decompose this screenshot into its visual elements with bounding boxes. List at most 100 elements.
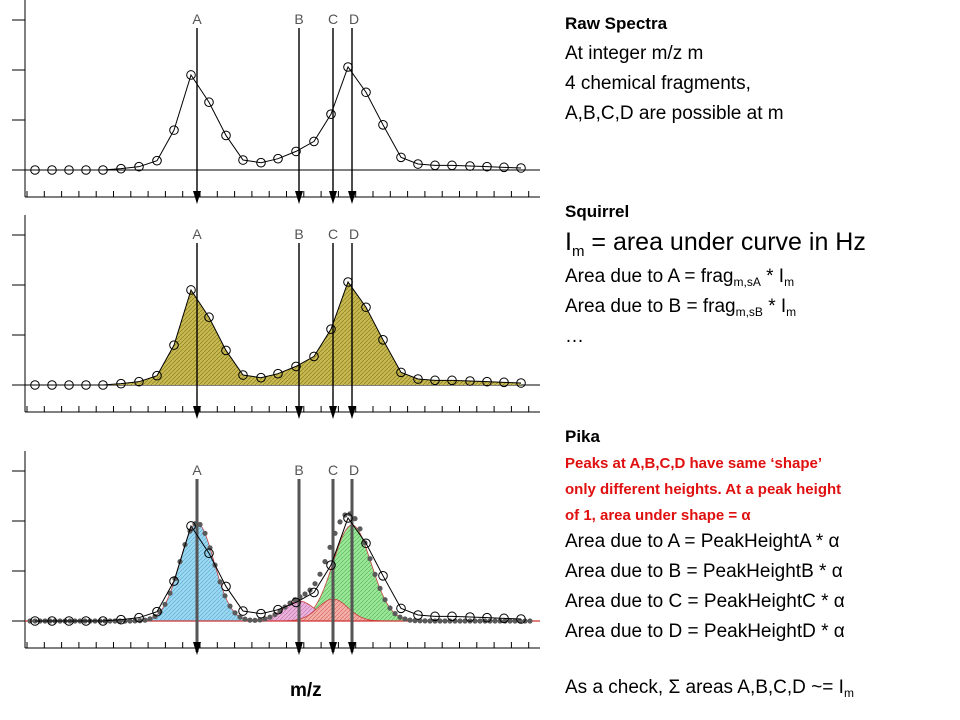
data-point xyxy=(499,613,509,624)
fit-point xyxy=(167,590,173,596)
data-point xyxy=(309,351,319,362)
fit-point xyxy=(377,585,383,592)
data-point xyxy=(447,375,457,386)
peak-label-b: B xyxy=(294,462,303,478)
data-point xyxy=(81,616,91,626)
fit-point xyxy=(142,617,148,623)
data-point xyxy=(273,368,283,379)
peak-label-d: D xyxy=(349,226,359,242)
data-point xyxy=(396,152,406,163)
fit-point xyxy=(437,618,443,624)
data-point xyxy=(516,163,526,173)
pika-note-2: only different heights. At a peak height xyxy=(565,481,842,498)
data-point xyxy=(64,616,74,626)
data-point xyxy=(98,380,108,390)
squirrel-title: Squirrel xyxy=(565,202,630,221)
data-point xyxy=(98,165,108,175)
pika-note-3: of 1, area under shape = α xyxy=(565,507,751,524)
data-point xyxy=(482,376,492,387)
fit-point xyxy=(227,603,233,609)
fit-point xyxy=(327,544,333,550)
data-point xyxy=(64,380,74,390)
data-point xyxy=(482,612,492,623)
fit-point xyxy=(337,519,343,525)
data-point xyxy=(169,576,179,586)
data-point xyxy=(30,616,40,626)
data-point xyxy=(256,608,266,619)
raw-line-3: A,B,C,D are possible at m xyxy=(565,103,784,124)
fit-point xyxy=(272,611,278,618)
data-point xyxy=(47,380,57,390)
fit-point xyxy=(352,516,358,522)
fit-point xyxy=(372,571,378,578)
fit-point xyxy=(317,571,323,577)
data-point xyxy=(273,153,283,164)
fit-point xyxy=(427,618,433,624)
data-point xyxy=(47,616,57,626)
data-point xyxy=(30,165,40,175)
data-point xyxy=(343,277,353,287)
data-point xyxy=(81,165,91,175)
data-point xyxy=(499,377,509,388)
fit-point xyxy=(382,597,388,603)
fit-point xyxy=(527,618,533,624)
fit-point xyxy=(132,618,138,624)
fit-point xyxy=(252,617,258,623)
arrow-head xyxy=(193,642,201,655)
fit-point xyxy=(147,616,153,622)
data-point xyxy=(81,380,91,390)
pika-area-d: Area due to D = PeakHeightD * α xyxy=(565,621,845,642)
data-point xyxy=(430,611,440,622)
data-point xyxy=(361,302,371,313)
peak-label-b: B xyxy=(294,11,303,27)
data-point xyxy=(447,611,457,622)
data-point xyxy=(47,165,57,175)
data-point xyxy=(291,361,301,372)
fit-point xyxy=(367,556,373,562)
fit-point xyxy=(202,530,208,536)
data-point xyxy=(326,109,336,119)
arrow-head xyxy=(329,642,337,655)
fit-point xyxy=(217,579,223,585)
fit-point xyxy=(492,618,498,624)
data-point xyxy=(221,345,231,356)
peak-label-b: B xyxy=(294,226,303,242)
data-point xyxy=(499,162,509,173)
data-point xyxy=(238,370,248,380)
fit-point xyxy=(242,616,248,622)
data-point xyxy=(204,97,214,108)
data-point xyxy=(152,370,162,381)
data-point xyxy=(116,378,126,389)
peak-label-c: C xyxy=(328,11,338,27)
peak-label-d: D xyxy=(349,462,359,478)
data-point xyxy=(64,165,74,175)
fit-point xyxy=(197,521,203,528)
data-point xyxy=(413,610,423,620)
data-point xyxy=(343,513,353,523)
pika-title: Pika xyxy=(565,427,600,446)
data-point xyxy=(134,161,144,172)
data-point xyxy=(256,157,266,168)
data-point xyxy=(238,606,248,616)
data-point xyxy=(309,587,319,598)
data-point xyxy=(413,374,423,384)
data-point xyxy=(291,597,301,608)
pika-sum-check: As a check, Σ areas A,B,C,D ~= Im xyxy=(565,677,854,700)
spectrum-curve xyxy=(35,65,522,171)
fit-point xyxy=(422,618,428,624)
fit-point xyxy=(507,618,513,624)
fit-point xyxy=(322,559,328,565)
peak-label-a: A xyxy=(192,462,202,478)
data-point xyxy=(186,70,196,80)
data-point xyxy=(378,120,388,130)
data-point xyxy=(238,155,248,165)
data-point xyxy=(361,538,371,549)
data-point xyxy=(516,378,526,388)
data-point xyxy=(413,159,423,169)
data-point xyxy=(465,612,475,622)
peak-label-a: A xyxy=(192,226,202,242)
data-point xyxy=(396,603,406,614)
squirrel-ellipsis: … xyxy=(565,326,584,347)
